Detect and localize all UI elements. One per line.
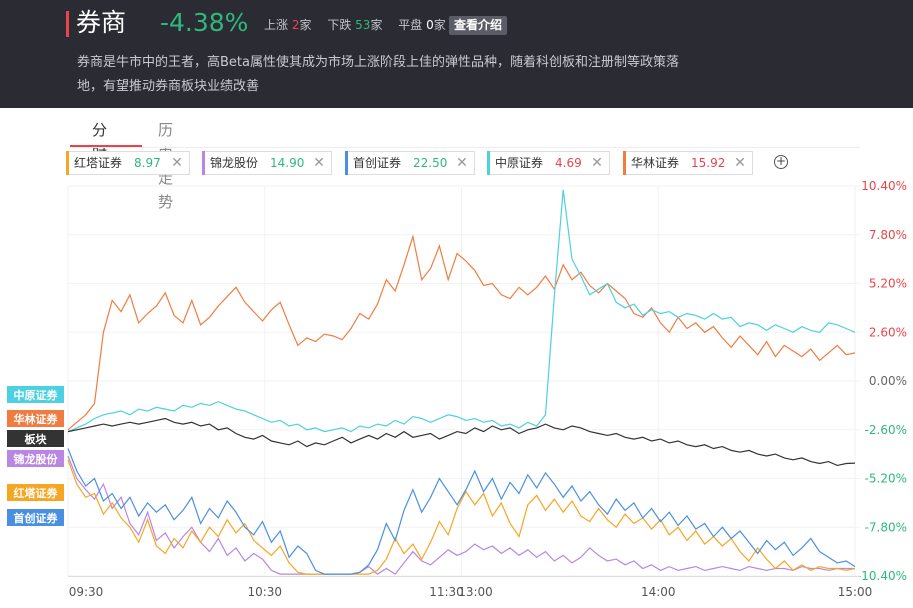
down-count: 53 [355,18,371,32]
y-tick-label: 5.20% [869,277,907,291]
chip-name: 中原证券 [495,156,544,170]
chip-price: 14.90 [270,156,305,170]
close-icon[interactable]: ✕ [734,155,746,171]
sector-description: 券商是牛市中的王者，高Beta属性使其成为市场上涨阶段上佳的弹性品种，随着科创板… [77,55,679,94]
y-tick-label: 2.60% [869,325,907,339]
sector-change: -4.38% [160,8,249,37]
view-intro-button[interactable]: 查看介绍 [449,16,508,35]
series-line [67,448,856,575]
intraday-chart: 10.40% 7.80% 5.20% 2.60% 0.00% -2.60% -5.20% -7… [7,179,907,599]
series-tag-label: 首创证券 [14,511,59,525]
up-unit: 家 [299,18,312,32]
chip-name: 锦龙股份 [210,156,259,170]
chip-price: 4.69 [555,156,582,170]
y-tick-label: -7.80% [865,520,907,534]
series-tag-label: 华林证券 [14,412,59,426]
series-tag [7,410,64,427]
flat-count: 0 [426,18,434,32]
chip-name: 首创证券 [353,156,402,170]
flat-unit: 家 [433,18,446,32]
y-tick-label: 7.80% [869,228,907,242]
series-tag-label: 锦龙股份 [14,452,59,466]
chip-price: 8.97 [134,156,161,170]
series-tag [7,509,64,526]
close-icon[interactable]: ✕ [591,155,603,171]
chip-color-bar [345,151,348,175]
chip-color-bar [202,151,205,175]
down-unit: 家 [370,18,383,32]
y-tick-label: 0.00% [869,374,907,388]
chip-color-bar [487,151,490,175]
close-icon[interactable]: ✕ [313,155,325,171]
page-title: 券商 [76,8,127,37]
active-tab-underline [70,145,142,147]
series-line [67,234,856,431]
x-tick-label: 15:00 [838,585,873,599]
chip-price: 15.92 [691,156,726,170]
x-tick-label: 09:30 [69,585,104,599]
y-tick-label: -10.40% [857,569,907,583]
series-tag [7,450,64,467]
y-tick-label: -2.60% [865,423,907,437]
up-label: 上涨 [264,18,289,32]
title-accent-bar [66,11,69,37]
down-label: 下跌 [327,18,352,32]
compare-chip[interactable]: 红塔证券 8.97 ✕ [66,151,190,175]
series-tag [7,484,64,501]
up-count: 2 [291,18,300,32]
x-tick-label: 11:30 [429,585,464,599]
compare-chip[interactable]: 锦龙股份 14.90 ✕ [202,151,332,175]
series-tag-label: 中原证券 [14,388,59,402]
series-tag-label: 红塔证券 [14,486,59,500]
chip-price: 22.50 [413,156,448,170]
chip-color-bar [66,151,69,175]
chip-color-bar [623,151,626,175]
header: 券商 -4.38% 上涨 2家 下跌 53家 平盘 0家 查看介绍 券商是牛市中… [0,0,913,108]
y-tick-label: -5.20% [865,472,907,486]
x-tick-label: 10:30 [247,585,282,599]
series-tag-label: 板块 [25,432,48,446]
y-tick-label: 10.40% [861,179,907,193]
compare-chip[interactable]: 首创证券 22.50 ✕ [345,151,475,175]
series-tag [7,430,64,447]
series-line [67,189,856,433]
series-line [67,417,856,467]
close-icon[interactable]: ✕ [456,155,468,171]
add-compare-button[interactable]: + [774,154,788,169]
compare-chip[interactable]: 华林证券 15.92 ✕ [623,151,753,175]
chip-name: 华林证券 [631,156,680,170]
x-tick-label: 14:00 [641,585,676,599]
compare-chip[interactable]: 中原证券 4.69 ✕ [487,151,610,175]
series-tag [7,386,64,403]
series-line [67,459,856,575]
close-icon[interactable]: ✕ [171,155,183,171]
breadth-stats: 上涨 2家 下跌 53家 平盘 0家 [264,16,446,34]
chip-name: 红塔证券 [74,156,123,170]
tabs-divider [70,147,860,148]
x-tick-label: 13:00 [458,585,493,599]
flat-label: 平盘 [398,18,423,32]
